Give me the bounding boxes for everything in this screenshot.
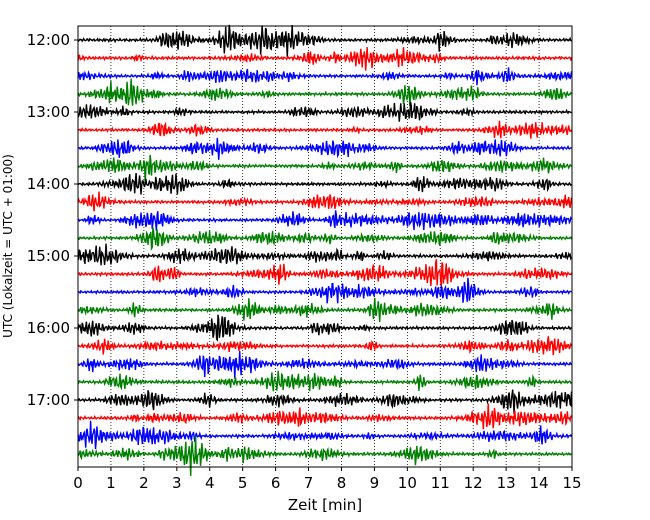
trace-1500 bbox=[77, 243, 573, 266]
trace-1300 bbox=[77, 101, 572, 122]
plot-frame bbox=[77, 25, 573, 468]
x-tick-label: 3 bbox=[172, 474, 182, 492]
seismic-traces bbox=[77, 24, 573, 476]
x-tick-label: 2 bbox=[139, 474, 149, 492]
trace-1545 bbox=[77, 298, 572, 323]
x-tick-label: 15 bbox=[562, 474, 581, 492]
x-tick-label: 11 bbox=[431, 474, 450, 492]
x-tick-label: 13 bbox=[497, 474, 516, 492]
y-axis-label: UTC (Lokalzeit = UTC + 01:00) bbox=[1, 154, 15, 338]
x-tick-label: 6 bbox=[271, 474, 281, 492]
y-tick-label: 14:00 bbox=[27, 175, 70, 193]
trace-1215 bbox=[77, 46, 573, 71]
trace-1745 bbox=[77, 435, 572, 476]
trace-1345 bbox=[77, 154, 573, 183]
trace-1630 bbox=[77, 350, 573, 379]
trace-1415 bbox=[77, 191, 573, 212]
trace-1315 bbox=[77, 120, 573, 139]
trace-1700 bbox=[77, 389, 573, 415]
x-axis: 0 1 2 3 4 5 6 7 8 9 10 11 12 13 14 15 bbox=[73, 467, 582, 492]
x-tick-label: 7 bbox=[304, 474, 314, 492]
trace-1615 bbox=[77, 336, 573, 356]
trace-1330 bbox=[77, 137, 572, 160]
trace-1730 bbox=[77, 420, 573, 450]
y-tick-label: 17:00 bbox=[27, 391, 70, 409]
x-tick-label: 5 bbox=[238, 474, 248, 492]
y-tick-label: 16:00 bbox=[27, 319, 70, 337]
trace-1445 bbox=[77, 227, 573, 251]
trace-1600 bbox=[77, 314, 572, 342]
trace-1200 bbox=[77, 24, 572, 57]
trace-1245 bbox=[77, 78, 573, 106]
x-tick-label: 1 bbox=[106, 474, 116, 492]
x-tick-label: 14 bbox=[530, 474, 549, 492]
y-tick-label: 15:00 bbox=[27, 247, 70, 265]
x-tick-label: 12 bbox=[464, 474, 483, 492]
x-tick-label: 4 bbox=[205, 474, 215, 492]
y-tick-label: 13:00 bbox=[27, 103, 70, 121]
y-axis: 12:00 13:00 14:00 15:00 16:00 17:00 bbox=[27, 31, 78, 409]
trace-1530 bbox=[77, 277, 572, 304]
trace-1515 bbox=[77, 259, 573, 287]
x-tick-label: 10 bbox=[398, 474, 417, 492]
x-tick-label: 0 bbox=[73, 474, 83, 492]
x-tick-label: 8 bbox=[337, 474, 347, 492]
x-tick-label: 9 bbox=[370, 474, 380, 492]
trace-1715 bbox=[77, 403, 573, 430]
trace-1230 bbox=[77, 67, 573, 86]
x-axis-label: Zeit [min] bbox=[288, 496, 362, 514]
trace-1400 bbox=[77, 172, 573, 195]
trace-1645 bbox=[77, 370, 572, 392]
trace-1430 bbox=[77, 210, 573, 231]
y-tick-label: 12:00 bbox=[27, 31, 70, 49]
